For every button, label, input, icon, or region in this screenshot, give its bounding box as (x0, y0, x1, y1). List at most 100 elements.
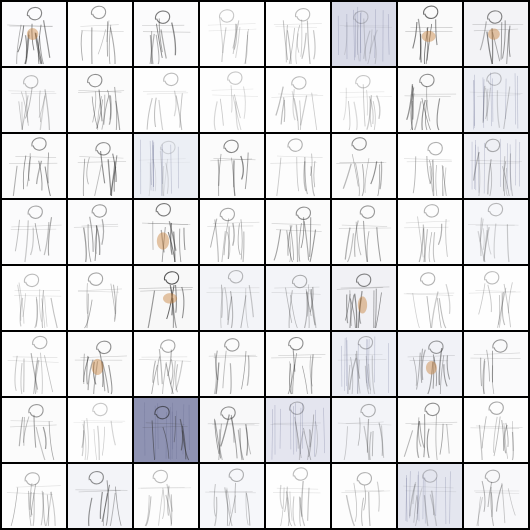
sketch-image (2, 266, 66, 330)
sketch-image (200, 464, 264, 528)
sketch-image (398, 266, 462, 330)
sample-tile (200, 200, 264, 264)
sample-tile (68, 134, 132, 198)
sketch-image (200, 200, 264, 264)
sample-tile (2, 266, 66, 330)
sketch-image (134, 134, 198, 198)
sample-tile (398, 266, 462, 330)
sample-tile (134, 464, 198, 528)
sketch-image (200, 332, 264, 396)
sample-tile (200, 2, 264, 66)
sample-tile (2, 200, 66, 264)
sketch-image (464, 332, 528, 396)
sample-tile (266, 200, 330, 264)
sketch-image (332, 68, 396, 132)
sketch-image (266, 398, 330, 462)
sketch-image (332, 134, 396, 198)
sample-tile (464, 398, 528, 462)
sample-tile (464, 200, 528, 264)
sample-tile (134, 2, 198, 66)
sample-tile (200, 68, 264, 132)
sketch-image (134, 200, 198, 264)
sample-tile (200, 134, 264, 198)
sketch-image (464, 464, 528, 528)
sketch-image (200, 68, 264, 132)
sample-tile (2, 2, 66, 66)
sketch-image (68, 2, 132, 66)
sample-tile (332, 398, 396, 462)
sample-tile (398, 134, 462, 198)
sample-tile (266, 134, 330, 198)
sketch-image (266, 464, 330, 528)
sample-tile (68, 68, 132, 132)
sample-tile (2, 464, 66, 528)
sketch-image (68, 134, 132, 198)
sample-tile (398, 332, 462, 396)
sketch-image (2, 134, 66, 198)
sample-tile (2, 332, 66, 396)
sample-tile (2, 134, 66, 198)
sketch-image (2, 68, 66, 132)
sample-tile (464, 134, 528, 198)
sketch-image (134, 332, 198, 396)
sketch-image (332, 266, 396, 330)
sample-tile (266, 68, 330, 132)
sketch-image (2, 332, 66, 396)
sample-tile (200, 464, 264, 528)
sketch-image (68, 464, 132, 528)
sketch-image (398, 398, 462, 462)
sketch-image (2, 2, 66, 66)
sample-tile (68, 398, 132, 462)
sample-tile (134, 68, 198, 132)
sketch-image (134, 464, 198, 528)
sketch-image (68, 332, 132, 396)
sketch-image (398, 464, 462, 528)
sketch-image (332, 200, 396, 264)
sample-tile (266, 2, 330, 66)
sample-tile (200, 332, 264, 396)
sample-tile (2, 398, 66, 462)
sample-tile (332, 2, 396, 66)
sketch-image (464, 2, 528, 66)
sketch-image (464, 68, 528, 132)
sample-tile (464, 2, 528, 66)
sample-tile (332, 68, 396, 132)
sample-tile (2, 68, 66, 132)
sample-tile (332, 332, 396, 396)
sample-tile (134, 266, 198, 330)
sample-tile (398, 398, 462, 462)
sketch-image (68, 266, 132, 330)
sample-tile (266, 266, 330, 330)
sample-tile (134, 200, 198, 264)
sketch-image (200, 398, 264, 462)
sketch-image (2, 464, 66, 528)
sample-tile (68, 2, 132, 66)
sketch-image (332, 332, 396, 396)
sample-tile (332, 464, 396, 528)
sample-tile (68, 266, 132, 330)
sketch-image (200, 266, 264, 330)
sketch-image (68, 68, 132, 132)
sketch-image (200, 2, 264, 66)
sketch-image (266, 2, 330, 66)
sample-tile (398, 464, 462, 528)
sample-tile (332, 200, 396, 264)
sketch-image (134, 266, 198, 330)
sample-tile (398, 2, 462, 66)
sample-tile (266, 398, 330, 462)
sample-tile (134, 332, 198, 396)
sample-tile (266, 464, 330, 528)
sketch-image (464, 200, 528, 264)
sketch-image (398, 332, 462, 396)
sketch-image (200, 134, 264, 198)
sample-tile (464, 464, 528, 528)
sample-tile (134, 398, 198, 462)
sketch-image (398, 68, 462, 132)
sample-tile (398, 200, 462, 264)
sample-tile (68, 200, 132, 264)
sample-tile (464, 266, 528, 330)
sample-tile (332, 266, 396, 330)
sketch-image (266, 134, 330, 198)
sketch-image (398, 200, 462, 264)
